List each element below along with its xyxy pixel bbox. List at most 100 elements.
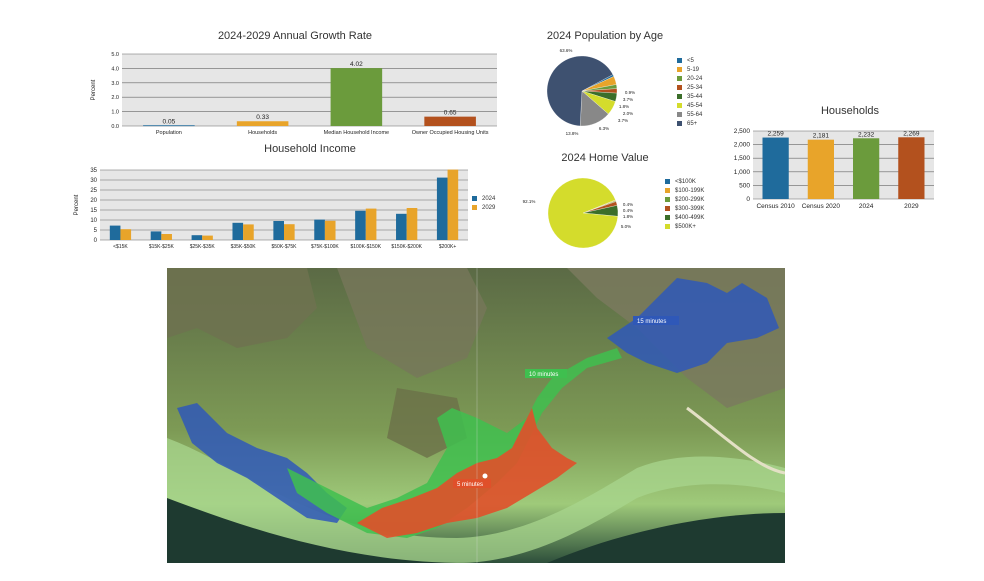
y-tick-label: 15 <box>90 208 97 214</box>
bar-2029 <box>120 229 132 240</box>
bar-2029 <box>324 220 336 240</box>
land-mass <box>167 268 317 348</box>
growth-rate-chart: 2024-2029 Annual Growth Rate 0.0 1.0 2.0 3.… <box>85 30 505 142</box>
drive-label-bg <box>525 369 567 378</box>
y-tick-label: 5.0 <box>111 52 119 58</box>
y-tick-label: 500 <box>739 182 750 189</box>
y-tick-label: 30 <box>90 178 97 184</box>
slice-label: 6.3% <box>599 126 609 131</box>
shoreline <box>686 406 785 475</box>
pie-slice <box>546 55 614 127</box>
drive-time-map[interactable]: 15 minutes 10 minutes 5 minutes <box>167 268 785 563</box>
legend-swatch <box>472 196 477 201</box>
legend-item: <$100K <box>665 177 704 186</box>
slice-label: 13.8% <box>566 131 579 136</box>
legend-swatch <box>677 85 682 90</box>
bar-2029 <box>447 169 459 240</box>
x-tick-label: Owner Occupied Housing Units <box>412 130 489 136</box>
legend-item: 20-24 <box>677 74 702 83</box>
legend-label: 20-24 <box>687 75 703 82</box>
y-tick-label: 4.0 <box>111 66 119 72</box>
bar <box>143 125 195 127</box>
legend-label: 2029 <box>482 204 496 211</box>
legend-label: 2024 <box>482 195 496 202</box>
households-chart: Households 0 500 1,000 1,500 2,000 2,500 Censu… <box>720 103 940 213</box>
legend-item: $200-299K <box>665 195 704 204</box>
drive-zone-10 <box>287 348 622 538</box>
legend-swatch <box>677 67 682 72</box>
y-axis-label: Percent <box>74 194 80 215</box>
x-tick-label: Census 2010 <box>756 203 795 210</box>
bar-2029 <box>243 224 254 240</box>
drive-label-10: 10 minutes <box>529 372 558 378</box>
households-title: Households <box>820 105 880 117</box>
y-tick-label: 20 <box>90 198 97 204</box>
household-income-chart: Household Income 0 5 10 15 20 25 30 35 Percent <$… <box>70 142 510 254</box>
site-marker[interactable] <box>482 473 488 479</box>
drive-label-15: 15 minutes <box>637 319 666 325</box>
y-tick-label: 10 <box>90 218 97 224</box>
bar-2024 <box>191 235 203 240</box>
data-label: 0.05 <box>163 118 176 125</box>
legend-swatch <box>665 179 670 184</box>
y-tick-label: 2.0 <box>111 95 119 101</box>
slice-label: 63.6% <box>560 48 573 53</box>
slice-label: 92.1% <box>523 199 536 204</box>
bar-2024 <box>436 177 448 240</box>
drive-zone-5 <box>357 408 577 538</box>
legend-label: 25-34 <box>687 84 703 91</box>
drive-zone-15 <box>607 278 779 373</box>
legend-label: $300-399K <box>675 205 705 212</box>
legend-label: <5 <box>687 57 694 64</box>
x-tick-label: Population <box>156 130 182 136</box>
bar-2024 <box>355 210 366 240</box>
legend-label: $100-199K <box>675 187 705 194</box>
legend-item: 45-54 <box>677 101 702 110</box>
y-tick-label: 2,500 <box>734 128 751 135</box>
x-tick-label: Census 2020 <box>802 203 841 210</box>
bar <box>330 68 383 126</box>
bar <box>853 138 880 199</box>
beach <box>167 438 785 563</box>
legend-label: 55-64 <box>687 111 703 118</box>
legend-swatch <box>677 112 682 117</box>
bar-2029 <box>365 208 377 240</box>
y-tick-label: 0 <box>94 238 98 244</box>
y-tick-label: 3.0 <box>111 81 119 87</box>
home-value-title: 2024 Home Value <box>561 152 649 164</box>
y-axis-label: Percent <box>91 79 97 100</box>
legend-swatch <box>665 206 670 211</box>
legend-item: 5-19 <box>677 65 702 74</box>
home-value-chart: 2024 Home Value 0.4% 0.4% 1.8% 5.0% 92.1% <$… <box>520 150 720 260</box>
x-tick-label: $100K-$150K <box>350 244 381 250</box>
x-tick-label: $75K-$100K <box>311 244 339 250</box>
bar-2029 <box>284 224 295 240</box>
x-tick-label: $50K-$75K <box>271 244 297 250</box>
y-tick-label: 0.0 <box>111 124 119 130</box>
bar <box>424 116 476 126</box>
water <box>547 513 785 563</box>
legend-swatch <box>665 215 670 220</box>
legend-item: $100-199K <box>665 186 704 195</box>
data-label: 2,259 <box>767 131 784 138</box>
x-tick-label: <$15K <box>113 244 128 250</box>
legend-label: $500K+ <box>675 223 696 230</box>
slice-label: 3.7% <box>618 118 628 123</box>
legend-label: 45-54 <box>687 102 703 109</box>
legend-item: $400-499K <box>665 213 704 222</box>
bar-2029 <box>406 208 418 240</box>
legend-swatch <box>677 103 682 108</box>
x-tick-label: $35K-$50K <box>231 244 257 250</box>
data-label: 2,269 <box>903 130 920 137</box>
bar-2024 <box>150 231 162 240</box>
x-tick-label: Households <box>248 130 277 136</box>
home-value-legend: <$100K $100-199K $200-299K $300-399K $400-49… <box>665 177 704 231</box>
y-tick-label: 2,000 <box>734 142 751 149</box>
x-tick-label: $15K-$25K <box>149 244 175 250</box>
income-legend: 2024 2029 <box>472 194 495 212</box>
data-label: 0.33 <box>256 114 269 121</box>
growth-rate-title: 2024-2029 Annual Growth Rate <box>217 30 373 42</box>
drive-label-bg <box>633 316 679 325</box>
y-tick-label: 1,500 <box>734 155 751 162</box>
age-legend: <5 5-19 20-24 25-34 35-44 45-54 55-64 65+ <box>677 56 702 128</box>
